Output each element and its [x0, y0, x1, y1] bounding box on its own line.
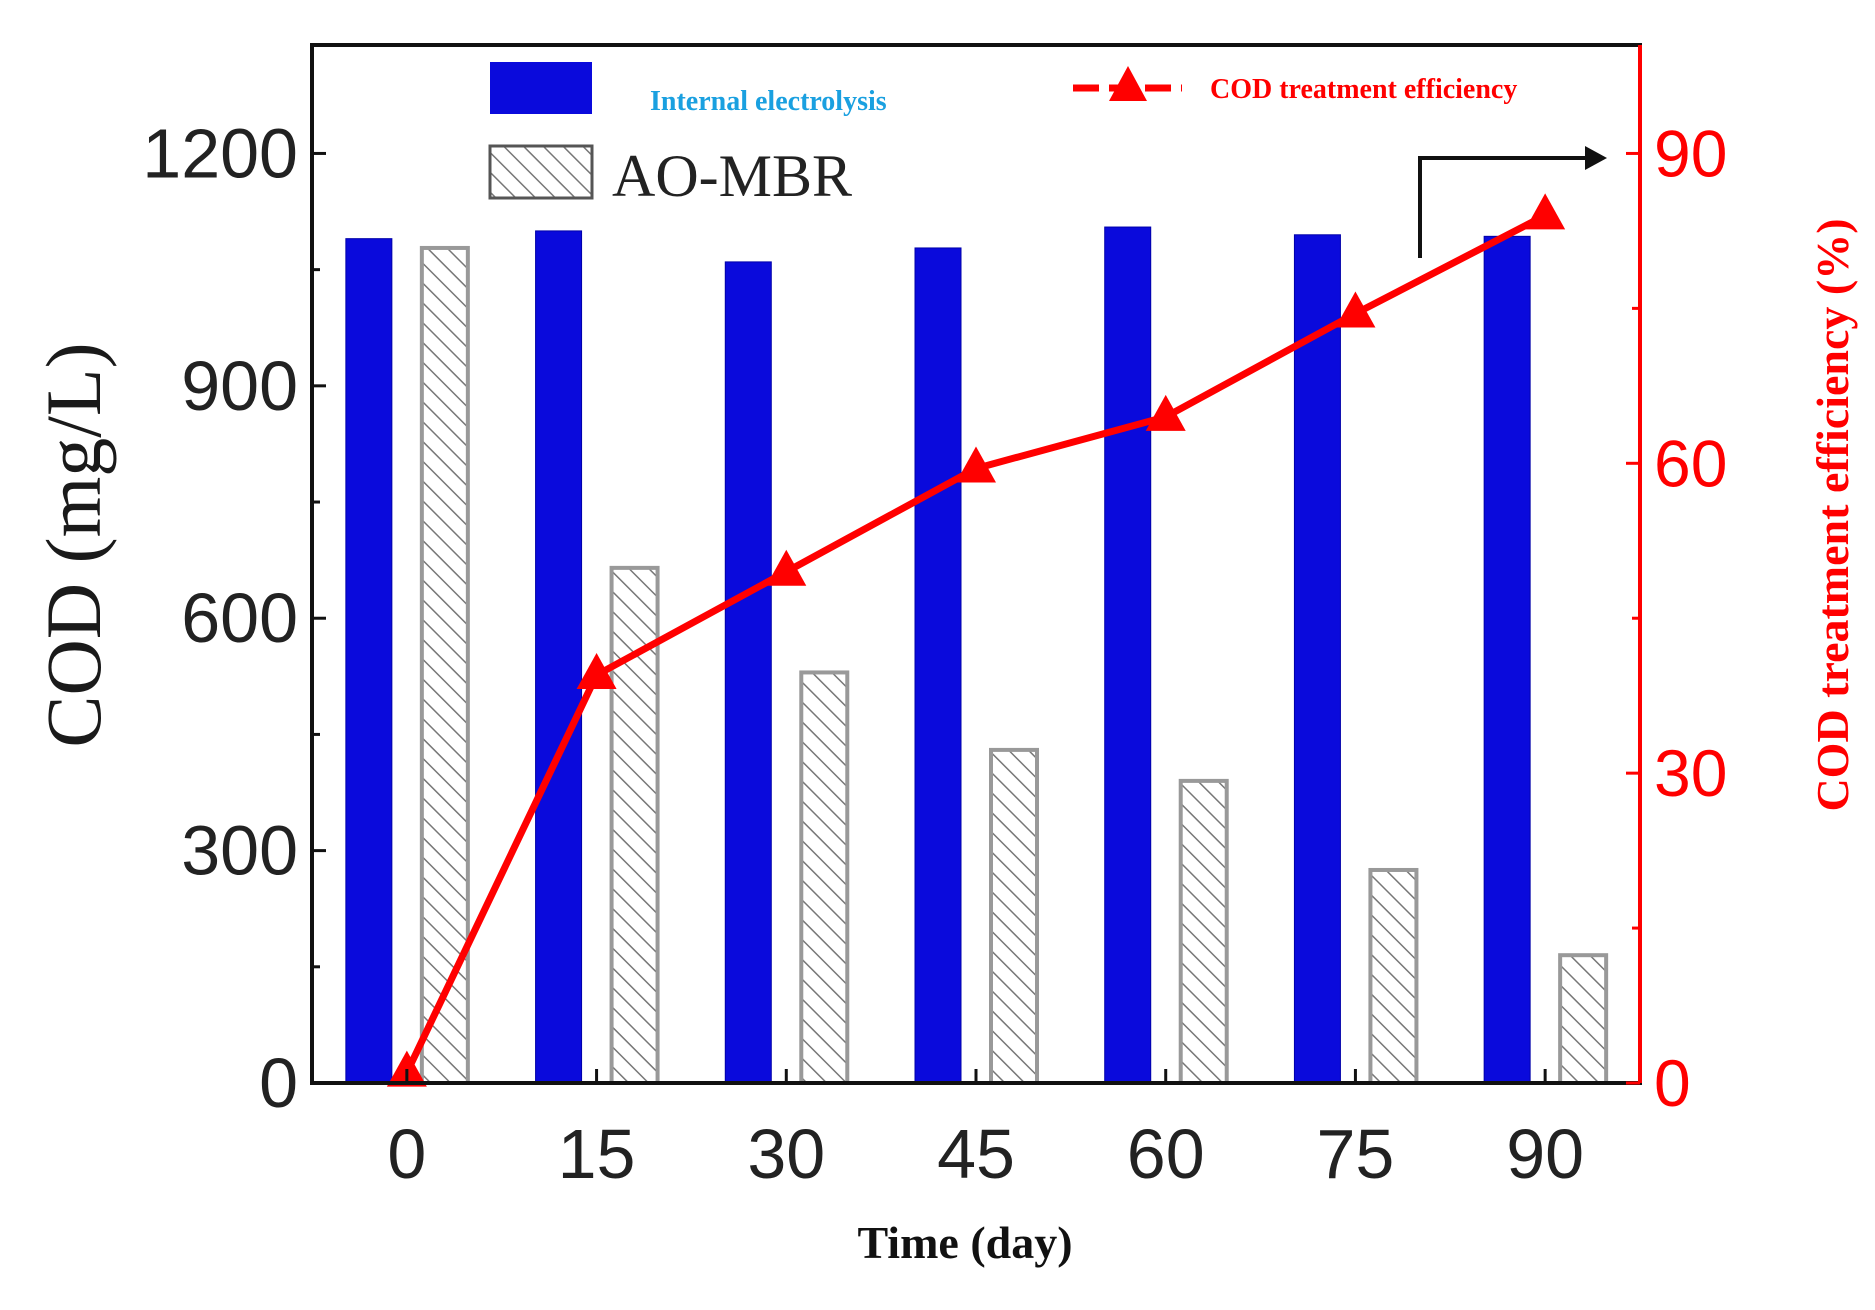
bar-ao-mbr	[989, 747, 1039, 1085]
bar-internal-electrolysis	[345, 238, 393, 1084]
y-tick-label: 300	[181, 812, 298, 890]
bar-ao-mbr	[1368, 867, 1419, 1085]
efficiency-marker	[1145, 394, 1186, 431]
bar-internal-electrolysis	[914, 247, 962, 1084]
legend-label-cod-efficiency: COD treatment efficiency	[1210, 74, 1517, 105]
y2-tick-label: 30	[1654, 736, 1727, 810]
bar-internal-electrolysis	[1104, 226, 1152, 1084]
x-axis-ticks: 0 15 30 45 60 75 90	[387, 1069, 1584, 1193]
legend-swatch-ao-mbr	[488, 144, 594, 200]
y-tick-label: 900	[181, 347, 298, 425]
axis-indicator-arrow	[1418, 156, 1585, 258]
bar-ao-mbr	[1178, 778, 1229, 1085]
efficiency-marker	[766, 549, 807, 586]
bar-internal-electrolysis	[535, 230, 583, 1084]
bar-ao-mbr	[799, 670, 850, 1085]
y2-tick-label: 90	[1654, 116, 1727, 190]
bar-series-ao-mbr	[419, 245, 1609, 1086]
x-axis-label: Time (day)	[857, 1217, 1072, 1268]
efficiency-marker	[1525, 193, 1566, 230]
right-axis-ticks: 0 30 60 90	[1626, 116, 1727, 1120]
efficiency-marker	[386, 1050, 427, 1087]
bar-internal-electrolysis	[724, 261, 772, 1084]
bar-internal-electrolysis	[1293, 234, 1341, 1084]
legend-swatch-internal-electrolysis	[490, 62, 592, 114]
x-tick-label: 75	[1316, 1115, 1394, 1193]
x-tick-label: 45	[937, 1115, 1015, 1193]
bar-series-internal-electrolysis	[345, 226, 1531, 1084]
x-tick-label: 30	[747, 1115, 825, 1193]
y-tick-label: 1200	[142, 114, 298, 192]
x-tick-label: 15	[558, 1115, 636, 1193]
y2-tick-label: 60	[1654, 426, 1727, 500]
efficiency-marker	[1335, 291, 1376, 328]
x-tick-label: 60	[1127, 1115, 1205, 1193]
y-tick-label: 0	[259, 1044, 298, 1122]
y-axis-label: COD (mg/L)	[30, 342, 117, 747]
x-tick-label: 90	[1506, 1115, 1584, 1193]
legend-label-ao-mbr: AO-MBR	[612, 143, 852, 209]
line-series-cod-efficiency	[386, 193, 1566, 1087]
efficiency-marker	[956, 446, 996, 483]
axis-indicator-arrowhead	[1585, 146, 1607, 170]
legend: Internal electrolysis AO-MBR COD treatme…	[488, 62, 1517, 209]
y2-tick-label: 0	[1654, 1046, 1691, 1120]
efficiency-marker	[576, 653, 617, 690]
left-axis-ticks: 0 300 600 900 1200	[142, 114, 326, 1122]
y2-axis-label: COD treatment efficiency (%)	[1807, 218, 1858, 811]
x-tick-label: 0	[387, 1115, 426, 1193]
plot-frame	[310, 43, 1642, 1085]
legend-label-internal-electrolysis: Internal electrolysis	[650, 86, 887, 117]
y-tick-label: 600	[181, 579, 298, 657]
bar-ao-mbr	[1558, 953, 1609, 1086]
bar-internal-electrolysis	[1483, 235, 1531, 1084]
legend-marker-cod-efficiency	[1109, 66, 1147, 101]
